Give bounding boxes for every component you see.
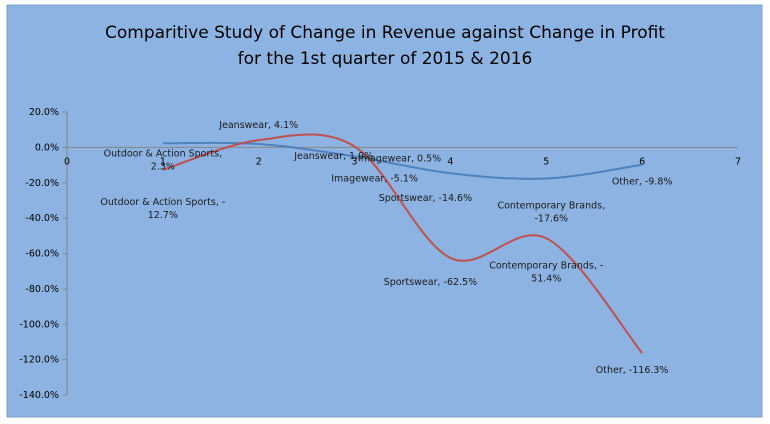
data-label: Sportswear, -62.5%: [384, 277, 477, 288]
data-label: 2.3%: [151, 161, 175, 172]
data-label: 12.7%: [148, 210, 178, 221]
x-tick-label: 0: [64, 156, 70, 167]
data-label: Contemporary Brands,: [497, 201, 605, 212]
y-tick-label: -40.0%: [25, 213, 59, 224]
data-label: Sportswear, -14.6%: [379, 193, 472, 204]
y-tick-label: -140.0%: [19, 390, 59, 401]
y-tick-label: 0.0%: [35, 142, 59, 153]
data-label: Other, -116.3%: [596, 365, 669, 376]
x-tick-label: 2: [256, 156, 262, 167]
y-tick-label: -20.0%: [25, 178, 59, 189]
data-label: Imagewear, 0.5%: [358, 153, 441, 164]
x-tick-label: 6: [639, 156, 645, 167]
data-label: Jeanswear, 1.9%: [293, 151, 373, 162]
chart-area: [6, 4, 763, 418]
x-tick-label: 7: [735, 156, 741, 167]
x-tick-label: 1: [160, 156, 166, 167]
chart-title-line-1: Comparitive Study of Change in Revenue a…: [105, 23, 665, 43]
data-label: Jeanswear, 4.1%: [218, 120, 298, 131]
chart-title-line-2: for the 1st quarter of 2015 & 2016: [238, 49, 533, 69]
y-tick-label: -120.0%: [19, 355, 59, 366]
data-label: Imagewear, -5.1%: [331, 173, 418, 184]
data-label: Outdoor & Action Sports,: [104, 148, 222, 159]
y-tick-label: -100.0%: [19, 319, 59, 330]
data-label: Contemporary Brands, -: [489, 260, 603, 271]
data-label: -17.6%: [534, 214, 568, 225]
data-label: 51.4%: [531, 273, 561, 284]
y-tick-label: -80.0%: [25, 284, 59, 295]
data-label: Other, -9.8%: [612, 177, 673, 188]
x-tick-label: 5: [543, 156, 549, 167]
x-tick-label: 3: [352, 156, 358, 167]
y-tick-label: 20.0%: [29, 107, 59, 118]
y-tick-label: -60.0%: [25, 249, 59, 260]
x-tick-label: 4: [447, 156, 453, 167]
data-label: Outdoor & Action Sports, -: [100, 197, 225, 208]
series-line-change-in-profit: [162, 133, 643, 354]
series-line-change-in-revenue: [162, 141, 643, 180]
